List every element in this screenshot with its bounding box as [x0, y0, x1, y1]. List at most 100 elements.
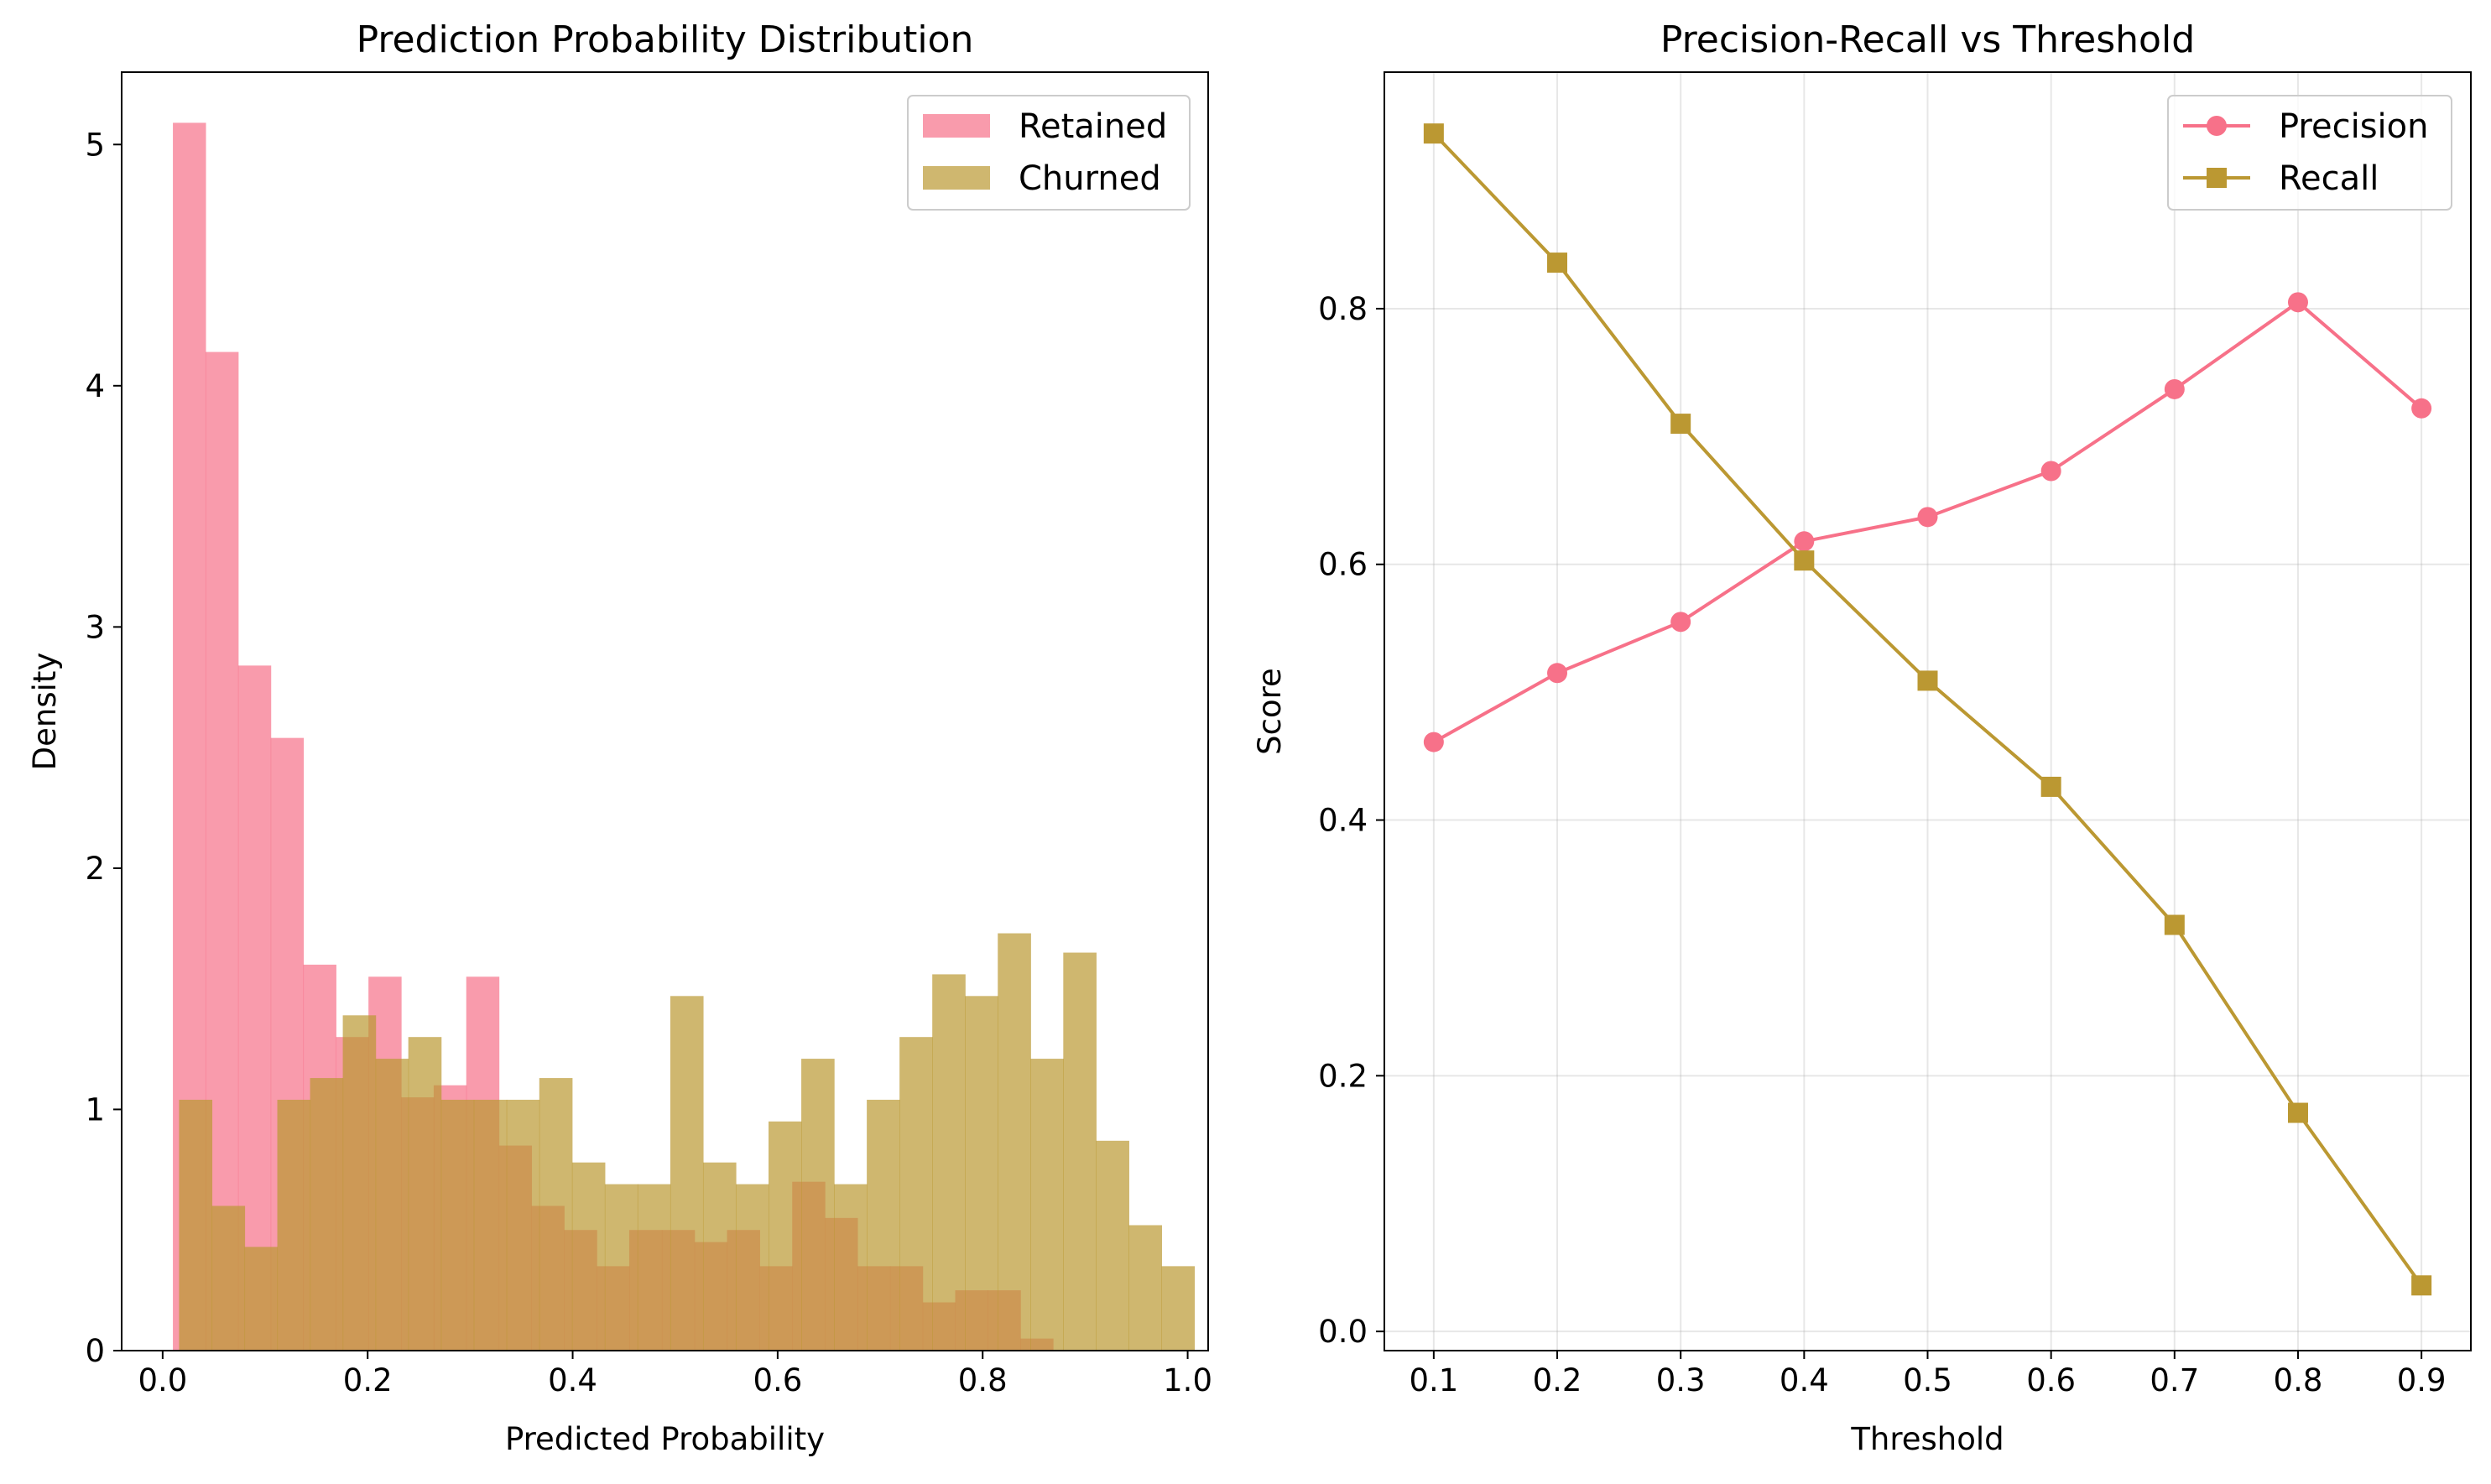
histogram-title: Prediction Probability Distribution — [357, 18, 974, 61]
legend-label-churned: Churned — [1019, 159, 1161, 198]
data-point-precision — [1423, 732, 1444, 752]
histogram-y-tick-label: 4 — [85, 368, 105, 404]
histogram-x-axis-label: Predicted Probability — [505, 1421, 825, 1457]
histogram-bar-churned — [801, 1059, 835, 1351]
data-point-recall — [1794, 550, 1815, 571]
histogram-bar-churned — [769, 1121, 802, 1351]
histogram-bar-churned — [244, 1247, 279, 1351]
histogram-y-ticks: 0 1 2 3 4 5 — [85, 127, 122, 1369]
precision-recall-y-tick-label: 0.4 — [1318, 803, 1368, 839]
histogram-legend: Retained Churned — [907, 95, 1191, 211]
legend-item-recall — [2183, 168, 2250, 188]
histogram-y-tick-label: 0 — [85, 1333, 105, 1369]
precision-recall-y-axis-label: Score — [1252, 668, 1288, 755]
data-point-precision — [2411, 398, 2432, 419]
histogram-bar-churned — [1063, 952, 1097, 1351]
histogram-bar-churned — [473, 1099, 508, 1351]
precision-recall-panel: Precision-Recall vs Threshold 0.1 0.2 0.3 0… — [1252, 18, 2472, 1457]
precision-recall-x-tick-label: 0.3 — [1656, 1362, 1706, 1398]
histogram-bar-churned — [834, 1184, 868, 1351]
histogram-bar-churned — [604, 1184, 638, 1351]
legend-item-precision — [2183, 116, 2250, 136]
histogram-bars — [173, 122, 1196, 1351]
histogram-y-tick-label: 5 — [85, 127, 105, 163]
histogram-x-tick-label: 0.8 — [958, 1362, 1008, 1398]
histogram-bar-churned — [735, 1184, 769, 1351]
precision-recall-title: Precision-Recall vs Threshold — [1660, 18, 2195, 61]
histogram-bar-churned — [1128, 1225, 1163, 1351]
precision-recall-y-tick-label: 0.8 — [1318, 291, 1368, 327]
histogram-plot-frame — [121, 71, 1209, 1351]
histogram-bar-churned — [702, 1162, 737, 1351]
histogram-bar-churned — [670, 996, 704, 1351]
legend-swatch-retained — [923, 114, 990, 138]
histogram-bar-churned — [408, 1037, 442, 1351]
histogram-bar-churned — [211, 1205, 246, 1351]
histogram-y-tick-label: 2 — [85, 851, 105, 887]
histogram-bar-churned — [1030, 1059, 1064, 1351]
histogram-x-ticks: 0.0 0.2 0.4 0.6 0.8 1.0 — [138, 1351, 1212, 1398]
data-point-precision — [1547, 663, 1568, 684]
data-point-precision — [2164, 378, 2185, 399]
histogram-bar-churned — [932, 974, 966, 1351]
legend-label-precision: Precision — [2279, 107, 2428, 146]
precision-recall-x-axis-label: Threshold — [1850, 1421, 2004, 1457]
legend-label-retained: Retained — [1019, 107, 1167, 146]
histogram-x-tick-label: 0.6 — [753, 1362, 802, 1398]
precision-recall-x-tick-label: 0.2 — [1533, 1362, 1582, 1398]
data-point-recall — [2287, 1102, 2308, 1123]
precision-recall-x-tick-label: 0.4 — [1780, 1362, 1829, 1398]
histogram-bar-churned — [375, 1059, 409, 1351]
data-point-recall — [1547, 253, 1568, 273]
histogram-x-tick-label: 0.0 — [138, 1362, 187, 1398]
histogram-bar-churned — [867, 1099, 900, 1351]
histogram-bar-churned — [571, 1162, 606, 1351]
legend-marker-precision — [2207, 116, 2227, 136]
data-point-precision — [2287, 292, 2308, 313]
data-point-recall — [2411, 1275, 2432, 1296]
histogram-bar-churned — [506, 1099, 540, 1351]
histogram-bar-churned — [637, 1184, 671, 1351]
precision-recall-x-tick-label: 0.5 — [1903, 1362, 1952, 1398]
legend-label-recall: Recall — [2279, 159, 2379, 198]
histogram-bar-churned — [342, 1015, 377, 1351]
histogram-x-tick-label: 0.4 — [548, 1362, 597, 1398]
precision-recall-y-tick-label: 0.2 — [1318, 1058, 1368, 1094]
histogram-bar-churned — [1096, 1140, 1129, 1351]
precision-recall-lines — [1423, 123, 2432, 1296]
histogram-x-tick-label: 0.2 — [343, 1362, 393, 1398]
precision-recall-x-ticks: 0.1 0.2 0.3 0.4 0.5 0.6 0.7 0.8 0.9 — [1409, 1351, 2447, 1398]
data-point-precision — [1917, 507, 1938, 528]
data-point-recall — [2040, 776, 2061, 797]
precision-recall-y-tick-label: 0.0 — [1318, 1314, 1368, 1350]
histogram-bar-churned — [179, 1099, 213, 1351]
data-point-recall — [1423, 123, 1444, 144]
histogram-bar-churned — [899, 1037, 933, 1351]
precision-recall-grid — [1384, 72, 2471, 1351]
data-point-recall — [1670, 414, 1691, 435]
legend-swatch-churned — [923, 166, 990, 190]
histogram-y-tick-label: 1 — [85, 1091, 105, 1127]
data-point-recall — [1917, 670, 1938, 691]
data-point-precision — [1794, 531, 1815, 552]
precision-recall-y-tick-label: 0.6 — [1318, 547, 1368, 583]
histogram-bar-churned — [310, 1078, 344, 1351]
data-point-precision — [1670, 612, 1691, 633]
histogram-bar-churned — [440, 1099, 475, 1351]
histogram-y-axis-label: Density — [27, 653, 63, 771]
histogram-bar-churned — [539, 1078, 573, 1351]
precision-recall-x-tick-label: 0.8 — [2274, 1362, 2323, 1398]
histogram-bar-churned — [1161, 1266, 1196, 1351]
histogram-x-tick-label: 1.0 — [1163, 1362, 1212, 1398]
precision-recall-y-ticks: 0.0 0.2 0.4 0.6 0.8 — [1318, 291, 1384, 1350]
data-point-recall — [2164, 914, 2185, 935]
histogram-bar-churned — [998, 933, 1031, 1351]
legend-marker-recall — [2207, 168, 2227, 188]
precision-recall-x-tick-label: 0.6 — [2026, 1362, 2076, 1398]
data-point-precision — [2040, 461, 2061, 482]
histogram-bar-churned — [965, 996, 998, 1351]
histogram-y-tick-label: 3 — [85, 609, 105, 645]
histogram-panel: Prediction Probability Distribution 0.0 0… — [27, 18, 1212, 1457]
histogram-bar-churned — [277, 1099, 311, 1351]
